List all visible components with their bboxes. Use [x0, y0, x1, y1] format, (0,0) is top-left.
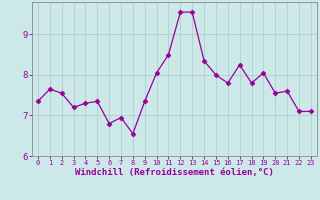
X-axis label: Windchill (Refroidissement éolien,°C): Windchill (Refroidissement éolien,°C) — [75, 168, 274, 177]
